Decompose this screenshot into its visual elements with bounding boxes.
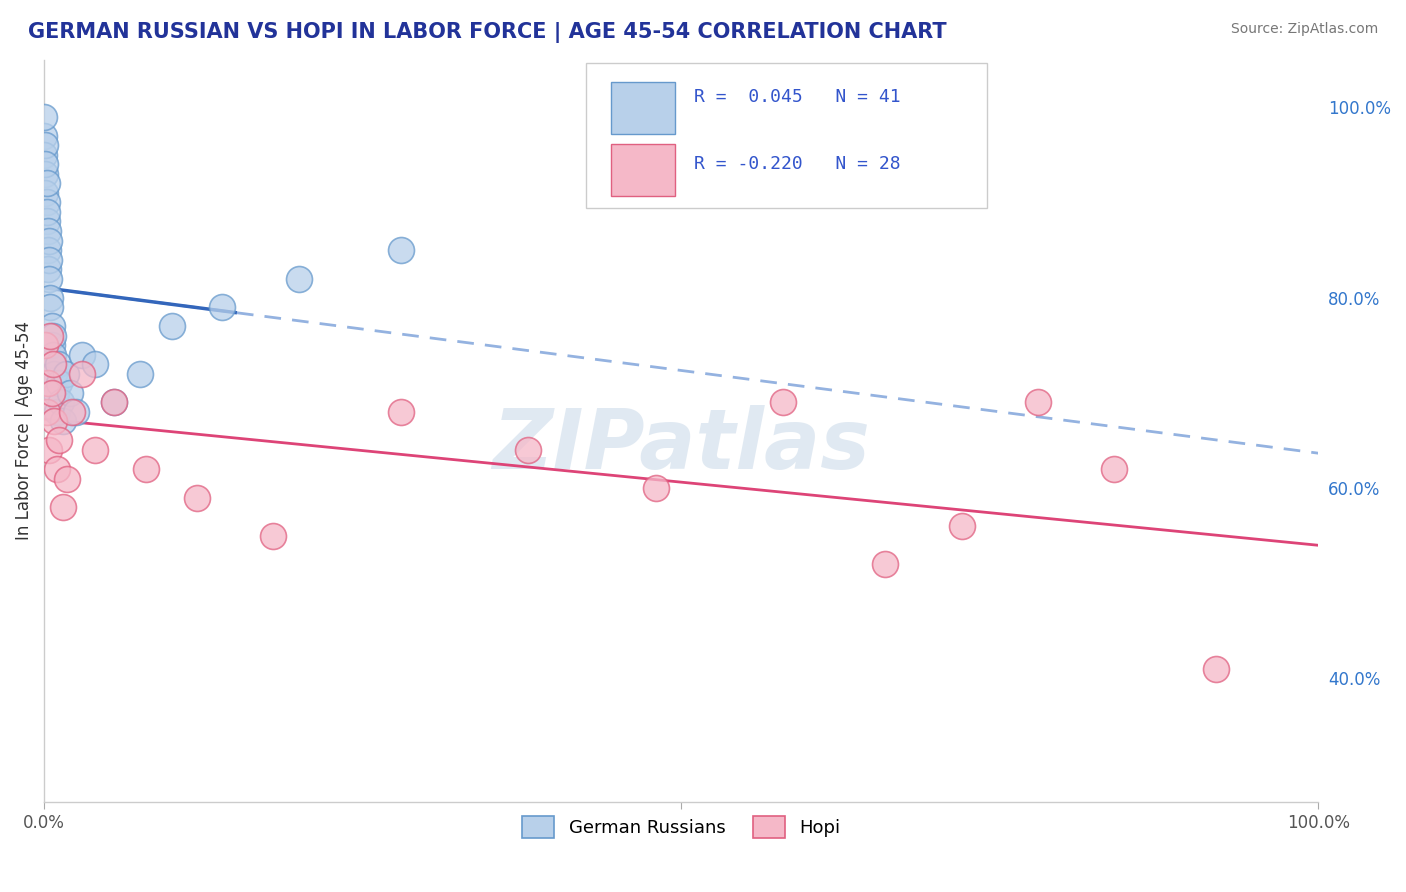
Point <box>48 434 70 448</box>
Point <box>644 481 666 495</box>
Text: GERMAN RUSSIAN VS HOPI IN LABOR FORCE | AGE 45-54 CORRELATION CHART: GERMAN RUSSIAN VS HOPI IN LABOR FORCE | … <box>28 22 946 44</box>
Point <box>52 500 75 515</box>
Point <box>389 405 412 419</box>
Text: R =  0.045   N = 41: R = 0.045 N = 41 <box>695 87 901 106</box>
Point <box>41 338 63 352</box>
Point <box>37 243 59 257</box>
Point <box>37 262 59 277</box>
Point <box>186 491 208 505</box>
Point <box>35 405 58 419</box>
FancyBboxPatch shape <box>586 63 987 208</box>
Point <box>44 414 66 428</box>
Point <box>35 205 58 219</box>
Point <box>37 376 59 391</box>
Point <box>35 177 58 191</box>
Point <box>38 252 60 267</box>
Point <box>48 376 70 391</box>
Point <box>60 405 83 419</box>
Point <box>772 395 794 409</box>
Point <box>1104 462 1126 476</box>
Text: R = -0.220   N = 28: R = -0.220 N = 28 <box>695 154 901 172</box>
Point <box>103 395 125 409</box>
Point <box>32 110 55 124</box>
Point <box>32 148 55 162</box>
Point <box>34 167 56 181</box>
Point <box>39 328 62 343</box>
Point <box>42 348 65 362</box>
Point <box>103 395 125 409</box>
Point <box>45 405 67 419</box>
Point <box>65 405 87 419</box>
Point <box>55 367 77 381</box>
Point <box>34 338 56 352</box>
Point <box>288 271 311 285</box>
Point <box>84 357 107 371</box>
Bar <box>612 144 675 195</box>
Point <box>52 414 75 428</box>
Point <box>44 367 66 381</box>
Point <box>135 462 157 476</box>
Point <box>389 243 412 257</box>
Point <box>41 319 63 334</box>
Point <box>873 558 896 572</box>
Point <box>950 519 973 533</box>
Point <box>34 157 56 171</box>
Point <box>128 367 150 381</box>
Legend: German Russians, Hopi: German Russians, Hopi <box>515 809 848 846</box>
Point <box>38 234 60 248</box>
Point <box>262 529 284 543</box>
Point <box>84 442 107 457</box>
Point <box>49 395 72 409</box>
Point <box>1026 395 1049 409</box>
Point <box>45 385 67 400</box>
Text: Source: ZipAtlas.com: Source: ZipAtlas.com <box>1230 22 1378 37</box>
Y-axis label: In Labor Force | Age 45-54: In Labor Force | Age 45-54 <box>15 321 32 541</box>
Point <box>56 471 79 485</box>
Point <box>32 128 55 143</box>
Point <box>34 186 56 200</box>
Point <box>72 367 94 381</box>
Point <box>46 357 69 371</box>
Bar <box>612 82 675 134</box>
Point <box>45 462 67 476</box>
Point <box>35 195 58 210</box>
Point <box>39 291 62 305</box>
Point <box>58 385 80 400</box>
Point <box>34 138 56 153</box>
Point <box>211 300 233 314</box>
Point <box>38 442 60 457</box>
Point <box>160 319 183 334</box>
Point <box>38 271 60 285</box>
Point <box>42 328 65 343</box>
Point <box>72 348 94 362</box>
Text: ZIPatlas: ZIPatlas <box>492 405 870 486</box>
Point <box>37 224 59 238</box>
Point <box>35 214 58 228</box>
Point <box>517 442 540 457</box>
Point <box>41 385 63 400</box>
Point <box>42 357 65 371</box>
Point <box>39 300 62 314</box>
Point <box>1205 662 1227 676</box>
